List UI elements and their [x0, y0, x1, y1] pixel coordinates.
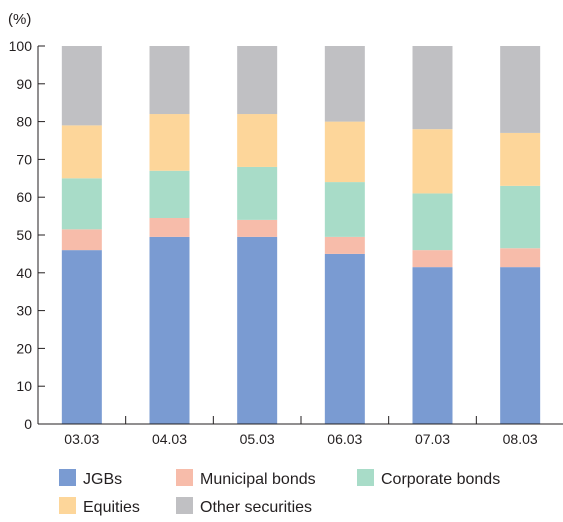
- legend: JGBs Municipal bonds Corporate bonds Equiti…: [59, 469, 500, 516]
- bar-segment-corporate-bonds-04.03: [149, 170, 190, 218]
- bar-segment-municipal-bonds-05.03: [237, 219, 278, 237]
- bar-segment-corporate-bonds-03.03: [61, 178, 102, 230]
- bar-segment-other-securities-03.03: [61, 46, 102, 126]
- bar-segment-jgbs-05.03: [237, 236, 278, 424]
- bar-segment-equities-08.03: [500, 132, 541, 186]
- bar-segment-corporate-bonds-07.03: [412, 193, 453, 251]
- bars-group: [61, 46, 541, 424]
- y-tick-label: 60: [16, 189, 32, 205]
- y-tick-label: 50: [16, 227, 32, 243]
- bar-segment-equities-06.03: [324, 121, 365, 183]
- bar-segment-equities-05.03: [237, 114, 278, 167]
- legend-label: Corporate bonds: [381, 471, 500, 488]
- y-tick-label: 0: [24, 416, 32, 432]
- bar-segment-equities-07.03: [412, 129, 453, 194]
- legend-swatch-corporate-bonds: [357, 469, 374, 486]
- y-axis-unit-label: (%): [8, 11, 31, 28]
- y-tick-label: 20: [16, 340, 32, 356]
- legend-label: Equities: [83, 499, 140, 516]
- axes-group: 03.03 04.03 05.03 06.03 07.03 08.03 0 10 20 30 40 5…: [9, 38, 563, 447]
- bar-segment-municipal-bonds-03.03: [61, 229, 102, 251]
- y-tick-label: 100: [9, 38, 33, 54]
- x-tick-label: 08.03: [503, 431, 538, 447]
- bar-segment-jgbs-06.03: [324, 253, 365, 424]
- bar-segment-municipal-bonds-04.03: [149, 217, 190, 237]
- bar-segment-other-securities-04.03: [149, 46, 190, 115]
- bar-segment-other-securities-05.03: [237, 46, 278, 115]
- legend-label: Other securities: [200, 499, 312, 516]
- bar-segment-other-securities-08.03: [500, 46, 541, 133]
- bar-segment-jgbs-08.03: [500, 267, 541, 424]
- y-tick-label: 70: [16, 151, 32, 167]
- bar-segment-jgbs-07.03: [412, 267, 453, 424]
- bar-segment-other-securities-07.03: [412, 46, 453, 130]
- y-tick-label: 40: [16, 265, 32, 281]
- y-tick-label: 30: [16, 303, 32, 319]
- x-tick-label: 03.03: [64, 431, 99, 447]
- legend-label: Municipal bonds: [200, 471, 316, 488]
- x-tick-label: 07.03: [415, 431, 450, 447]
- bar-segment-jgbs-04.03: [149, 236, 190, 424]
- bar-segment-corporate-bonds-05.03: [237, 166, 278, 220]
- y-tick-label: 90: [16, 76, 32, 92]
- legend-swatch-municipal-bonds: [176, 469, 193, 486]
- bar-segment-jgbs-03.03: [61, 250, 102, 424]
- bar-segment-corporate-bonds-08.03: [500, 185, 541, 249]
- legend-swatch-jgbs: [59, 469, 76, 486]
- x-tick-label: 04.03: [152, 431, 187, 447]
- legend-label: JGBs: [83, 471, 122, 488]
- y-tick-label: 10: [16, 378, 32, 394]
- bar-segment-municipal-bonds-08.03: [500, 248, 541, 268]
- x-tick-label: 06.03: [327, 431, 362, 447]
- x-tick-label: 05.03: [240, 431, 275, 447]
- y-tick-label: 80: [16, 114, 32, 130]
- bar-segment-equities-03.03: [61, 125, 102, 179]
- legend-swatch-other-securities: [176, 497, 193, 514]
- bar-segment-equities-04.03: [149, 114, 190, 171]
- legend-swatch-equities: [59, 497, 76, 514]
- bar-segment-corporate-bonds-06.03: [324, 182, 365, 237]
- bar-segment-other-securities-06.03: [324, 46, 365, 122]
- bar-segment-municipal-bonds-06.03: [324, 236, 365, 254]
- bar-segment-municipal-bonds-07.03: [412, 250, 453, 268]
